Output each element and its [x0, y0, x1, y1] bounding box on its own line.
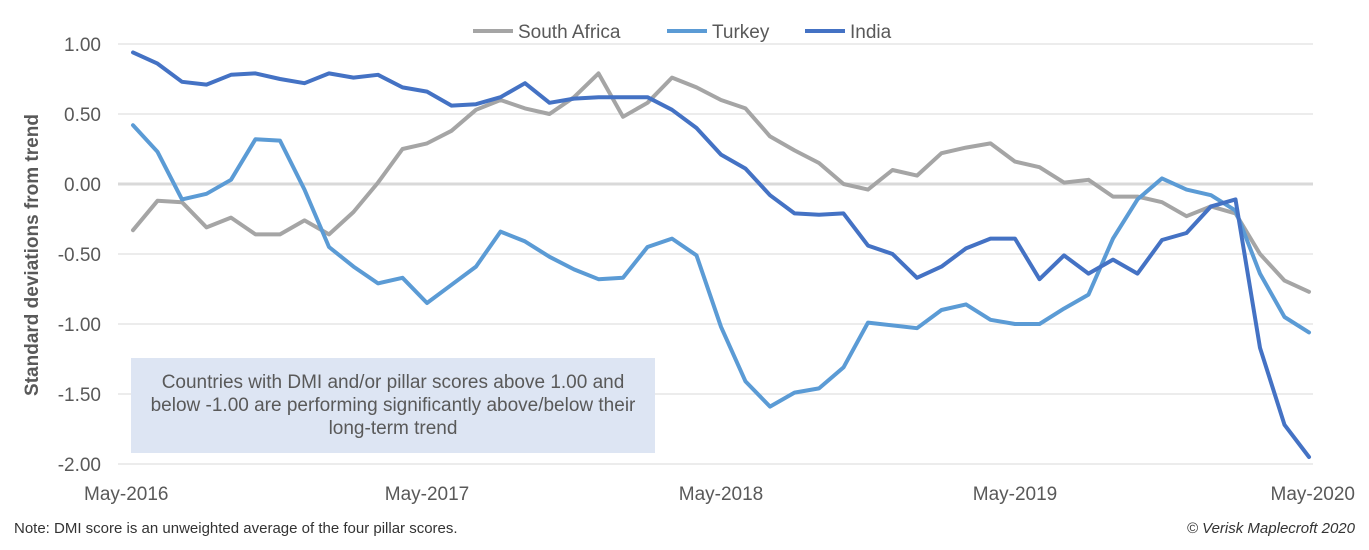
legend-label: Turkey [712, 22, 770, 43]
y-tick-label: -0.50 [58, 245, 101, 266]
x-tick-label: May-2016 [84, 484, 169, 505]
series-line-india [131, 50, 1311, 459]
x-tick-label: May-2020 [1271, 484, 1356, 505]
series-line-turkey [131, 123, 1311, 409]
y-tick-label: 0.50 [64, 105, 101, 126]
y-tick-label: -1.00 [58, 315, 101, 336]
footnote: Note: DMI score is an unweighted average… [14, 520, 458, 537]
series-line-south-africa [131, 71, 1311, 294]
legend-label: India [850, 22, 892, 43]
y-tick-label: 0.00 [64, 175, 101, 196]
x-tick-label: May-2017 [385, 484, 470, 505]
y-axis-title: Standard deviations from trend [22, 114, 43, 396]
y-tick-label: 1.00 [64, 35, 101, 56]
y-tick-label: -1.50 [58, 385, 101, 406]
x-tick-label: May-2018 [679, 484, 764, 505]
x-tick-label: May-2019 [973, 484, 1058, 505]
y-tick-label: -2.00 [58, 455, 101, 476]
copyright: © Verisk Maplecroft 2020 [1186, 520, 1355, 537]
annotation-box: Countries with DMI and/or pillar scores … [131, 358, 655, 453]
legend-label: South Africa [518, 22, 621, 43]
